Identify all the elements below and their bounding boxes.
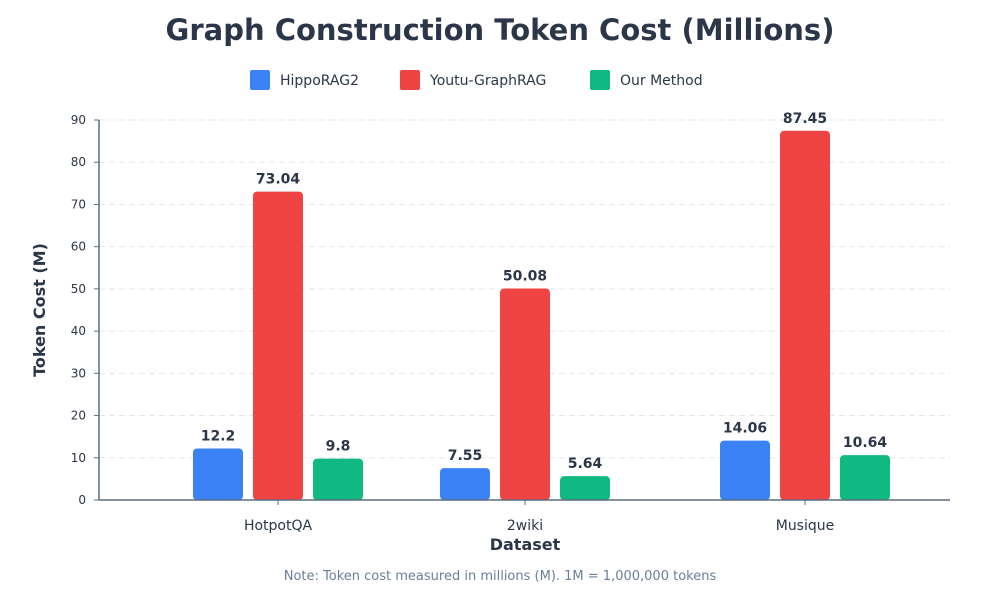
bar-youtu-graphrag-musique (780, 130, 830, 500)
bar-youtu-graphrag-hotpotqa (253, 191, 303, 500)
legend-swatch (250, 70, 270, 90)
y-axis-ticks: 0 10 20 30 40 50 60 70 80 90 (71, 113, 99, 507)
y-axis-label: Token Cost (M) (30, 243, 49, 377)
y-tick-label: 40 (71, 324, 86, 338)
x-axis-ticks: HotpotQA 2wiki Musique (244, 500, 834, 534)
y-tick-label: 20 (71, 409, 86, 423)
legend-label: Our Method (620, 73, 703, 89)
x-tick-label: HotpotQA (244, 518, 313, 534)
bar-youtu-graphrag-2wiki (500, 288, 550, 500)
bar-value-label: 87.45 (783, 111, 827, 127)
bar-hipporag2-hotpotqa (193, 448, 243, 500)
y-tick-label: 70 (71, 197, 86, 211)
y-tick-label: 30 (71, 366, 86, 380)
bar-value-label: 5.64 (568, 456, 603, 472)
y-tick-label: 60 (71, 240, 86, 254)
bar-our-method-hotpotqa (313, 458, 363, 500)
legend-swatch (590, 70, 610, 90)
bar-value-label: 7.55 (448, 448, 483, 464)
y-tick-label: 80 (71, 155, 86, 169)
x-tick-label: 2wiki (507, 518, 543, 534)
bars: 12.2 73.04 9.8 7.55 50.08 5.64 14.06 87.45 10.64 (193, 111, 890, 500)
bar-hipporag2-musique (720, 440, 770, 500)
chart-note: Note: Token cost measured in millions (M… (284, 569, 717, 584)
bar-value-label: 73.04 (256, 172, 301, 188)
x-tick-label: Musique (776, 518, 835, 534)
legend-label: Youtu-GraphRAG (429, 73, 546, 89)
bar-hipporag2-2wiki (440, 468, 490, 500)
bar-our-method-2wiki (560, 476, 610, 500)
legend: HippoRAG2 Youtu-GraphRAG Our Method (250, 70, 703, 90)
y-tick-label: 10 (71, 451, 86, 465)
chart-title: Graph Construction Token Cost (Millions) (166, 13, 835, 47)
bar-value-label: 50.08 (503, 269, 547, 285)
bar-value-label: 14.06 (723, 421, 767, 437)
bar-our-method-musique (840, 455, 890, 500)
bar-value-label: 12.2 (201, 428, 236, 444)
y-tick-label: 90 (71, 113, 86, 127)
bar-value-label: 10.64 (843, 435, 888, 451)
x-axis-label: Dataset (490, 535, 561, 554)
y-tick-label: 0 (78, 493, 86, 507)
bar-value-label: 9.8 (326, 439, 351, 455)
y-tick-label: 50 (71, 282, 86, 296)
legend-swatch (400, 70, 420, 90)
legend-label: HippoRAG2 (280, 73, 359, 89)
